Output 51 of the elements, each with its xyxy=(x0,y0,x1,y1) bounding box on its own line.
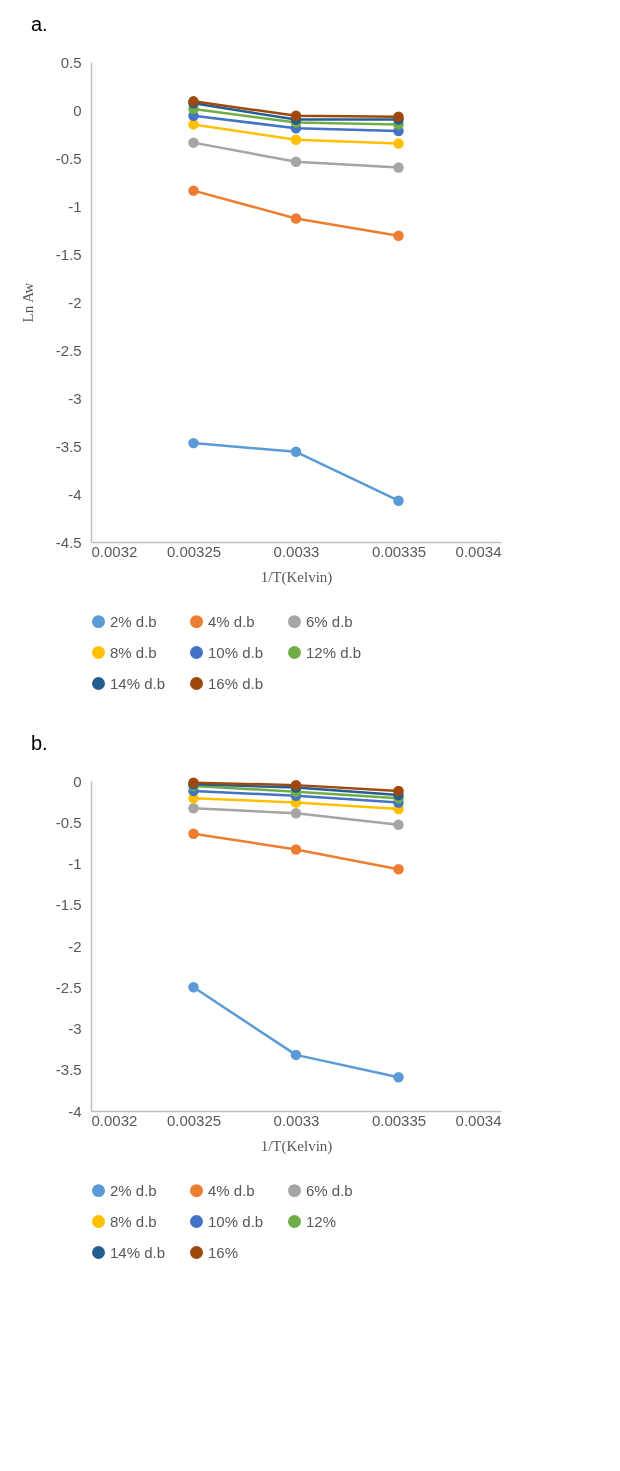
legend-label: 6% d.b xyxy=(306,612,353,630)
x-tick-label: 0.00325 xyxy=(166,542,222,560)
x-tick-label: 0.0034 xyxy=(455,1111,502,1129)
legend-label: 14% d.b xyxy=(110,1243,166,1261)
x-tick-label: 0.0033 xyxy=(273,542,320,560)
y-tick-label: -4 xyxy=(68,485,82,503)
x-axis-title: 1/T(Kelvin) xyxy=(260,1137,333,1155)
x-tick-label: 0.0034 xyxy=(455,542,502,560)
x-tick-label: 0.00335 xyxy=(371,542,427,560)
x-tick-label: 0.0032 xyxy=(91,1111,138,1129)
y-tick-label: 0 xyxy=(73,101,82,119)
legend-label: 4% d.b xyxy=(208,1181,255,1199)
legend-label: 10% d.b xyxy=(208,643,264,661)
y-tick-label: -0.5 xyxy=(55,149,82,167)
legend-label: 4% d.b xyxy=(208,612,255,630)
y-tick-label: -2 xyxy=(68,293,82,311)
legend-label: 2% d.b xyxy=(110,1181,157,1199)
legend-label: 8% d.b xyxy=(110,643,157,661)
legend-label: 2% d.b xyxy=(110,612,157,630)
y-tick-label: -1.5 xyxy=(55,245,82,263)
y-tick-label: -1 xyxy=(68,855,82,872)
chart-title: a. xyxy=(31,13,48,35)
y-tick-label: -3.5 xyxy=(55,437,82,455)
y-tick-label: -2.5 xyxy=(55,978,82,996)
legend-label: 16% xyxy=(208,1243,239,1261)
x-tick-label: 0.00325 xyxy=(166,1111,222,1129)
legend-label: 12% xyxy=(306,1212,337,1230)
y-tick-label: -4.5 xyxy=(55,533,82,551)
x-axis-title: 1/T(Kelvin) xyxy=(260,568,333,586)
y-axis-title: Ln Aw xyxy=(19,282,36,323)
y-tick-label: -0.5 xyxy=(55,813,82,831)
y-tick-label: -4 xyxy=(68,1102,82,1120)
legend-label: 8% d.b xyxy=(110,1212,157,1230)
y-tick-label: -2 xyxy=(68,937,82,955)
legend-label: 16% d.b xyxy=(208,674,264,692)
x-tick-label: 0.0032 xyxy=(91,542,138,560)
legend-label: 10% d.b xyxy=(208,1212,264,1230)
y-tick-label: 0.5 xyxy=(60,53,82,71)
chart-title: b. xyxy=(31,732,48,754)
legend-label: 6% d.b xyxy=(306,1181,353,1199)
y-tick-label: -3.5 xyxy=(55,1061,82,1079)
legend-label: 14% d.b xyxy=(110,674,166,692)
x-tick-label: 0.00335 xyxy=(371,1111,427,1129)
y-tick-label: 0 xyxy=(73,772,82,790)
y-tick-label: -1 xyxy=(68,197,82,215)
y-tick-label: -3 xyxy=(68,1020,82,1037)
x-tick-label: 0.0033 xyxy=(273,1111,320,1129)
y-tick-label: -3 xyxy=(68,389,82,407)
y-tick-label: -2.5 xyxy=(55,341,82,359)
legend-label: 12% d.b xyxy=(306,643,362,661)
y-tick-label: -1.5 xyxy=(55,896,82,914)
